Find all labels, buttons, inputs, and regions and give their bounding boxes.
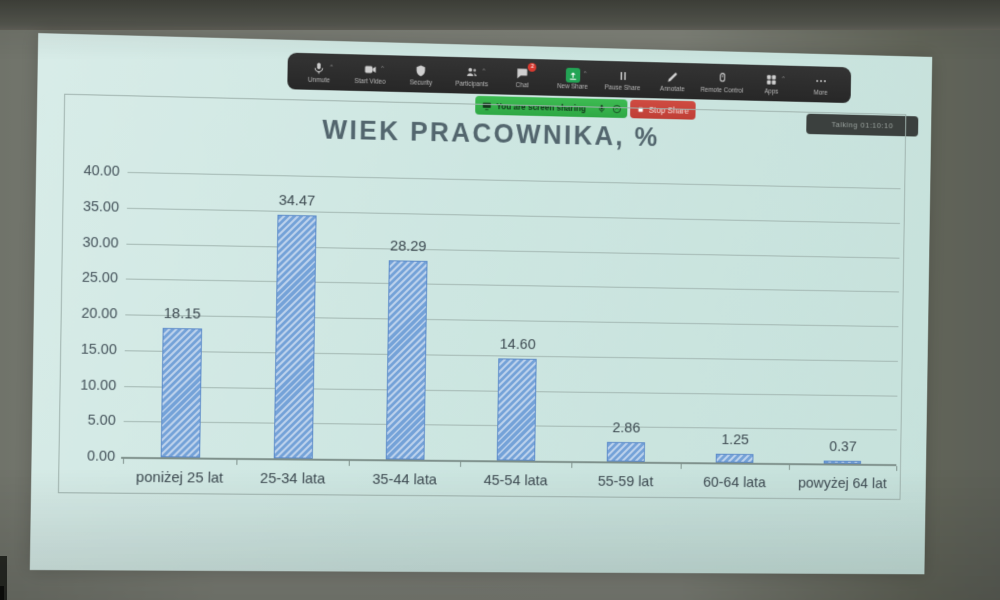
x-axis-category-label: poniżej 25 lat [135,468,224,487]
y-axis-tick-label: 25.00 [81,270,119,287]
wall-corner-nub [0,586,4,600]
chevron-up-icon[interactable]: ^ [381,65,384,72]
participants-icon: ^ [465,65,485,80]
remote-control-icon [715,71,728,86]
bar-35-44-lata [385,259,428,460]
gridline [125,278,899,293]
bar-25-34-lata [273,214,317,459]
y-axis-tick-label: 10.00 [80,377,117,394]
toolbar-item-label: More [813,89,828,97]
y-axis-tick-label: 30.00 [82,234,119,252]
x-axis-tick [680,464,682,469]
toolbar-item-pause-share[interactable]: Pause Share [597,63,647,97]
bar-chart: WIEK PRACOWNIKA, % 40.00 35.00 30.00 25.00 2… [57,93,907,500]
gridline [126,243,900,259]
toolbar-item-apps[interactable]: ^ Apps [747,67,797,101]
toolbar-item-label: New Share [556,82,588,91]
bar-55-59-lat [606,441,646,462]
toolbar-item-more[interactable]: More [796,68,846,102]
y-axis-tick-label: 20.00 [81,305,118,323]
bar-poni-ej-25-lat [160,328,202,458]
gridline [125,314,899,328]
y-axis-tick-label: 15.00 [80,341,117,358]
x-axis-tick [788,465,790,470]
toolbar-item-new-share[interactable]: ^ New Share [547,61,598,96]
chevron-up-icon[interactable]: ^ [583,70,587,77]
toolbar-item-start-video[interactable]: ^ Start Video [344,56,396,91]
x-axis-category-label: 55-59 lat [597,473,654,491]
bar-powy-ej-64-lat [824,460,862,464]
ellipsis-icon [814,74,827,89]
wall-top-shadow [0,0,1000,30]
y-axis-tick-label: 0.00 [86,448,116,465]
projected-slide: ^ Unmute ^ Start Video Security ^ Participants… [29,33,933,575]
chevron-up-icon[interactable]: ^ [329,64,333,71]
toolbar-item-chat[interactable]: 2 Chat [497,60,548,95]
toolbar-item-label: Participants [455,80,489,88]
chart-title: WIEK PRACOWNIKA, % [322,114,660,152]
mic-icon: ^ [312,61,333,76]
toolbar-item-label: Unmute [307,76,331,84]
unread-badge: 2 [528,62,537,72]
toolbar-item-annotate[interactable]: Annotate [647,64,697,98]
share-screen-icon: ^ [565,67,586,83]
toolbar-item-label: Apps [764,87,779,96]
chevron-up-icon[interactable]: ^ [482,68,486,74]
toolbar-item-security[interactable]: Security [395,57,446,92]
pause-icon [616,69,630,84]
bar-value-label: 28.29 [389,237,427,255]
gridline [126,207,901,224]
toolbar-item-label: Chat [515,81,529,89]
toolbar-item-label: Pause Share [604,83,641,92]
wall-corner-strip [0,556,7,600]
x-axis-tick [349,460,351,466]
pencil-icon [666,70,679,85]
bar-value-label: 34.47 [278,191,316,210]
bar-60-64-lata [715,453,754,463]
gridline [127,171,901,190]
bar-45-54-lata [496,357,537,461]
zoom-toolbar: ^ Unmute ^ Start Video Security ^ Participants… [287,52,852,104]
toolbar-item-remote-control[interactable]: Remote Control [697,65,747,99]
bar-value-label: 18.15 [163,305,201,323]
chevron-up-icon[interactable]: ^ [782,75,785,82]
x-axis-category-label: powyżej 64 lat [797,474,887,493]
toolbar-item-label: Security [409,78,433,87]
toolbar-item-label: Annotate [659,85,685,93]
bar-value-label: 2.86 [612,419,641,436]
x-axis-tick [460,462,462,467]
chat-bubble-icon: 2 [515,62,537,81]
x-axis-tick [570,463,572,468]
x-axis-category-label: 35-44 lata [372,471,438,489]
y-axis-tick-label: 35.00 [82,198,120,216]
bar-value-label: 0.37 [829,438,857,456]
x-axis-category-label: 60-64 lata [702,474,766,492]
toolbar-item-participants[interactable]: ^ Participants [446,59,497,94]
x-axis-tick [896,466,898,471]
toolbar-item-label: Remote Control [700,86,744,95]
y-axis-tick-label: 5.00 [87,412,116,430]
apps-grid-icon: ^ [765,72,785,87]
x-axis-tick [122,458,125,464]
bar-value-label: 1.25 [721,431,750,449]
x-axis-tick [236,459,238,465]
x-axis-category-label: 25-34 lata [259,470,326,488]
video-camera-icon: ^ [363,62,384,77]
toolbar-item-label: Start Video [354,77,386,86]
y-axis-tick-label: 40.00 [83,163,120,180]
shield-icon [414,63,428,78]
x-axis-category-label: 45-54 lata [483,472,548,490]
toolbar-item-unmute[interactable]: ^ Unmute [293,55,345,90]
bar-value-label: 14.60 [499,335,536,353]
